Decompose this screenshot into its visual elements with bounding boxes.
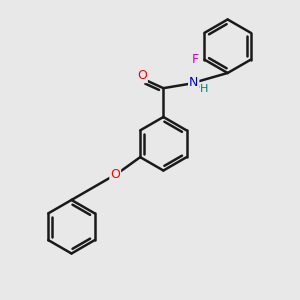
- Text: O: O: [110, 168, 120, 181]
- Text: H: H: [200, 84, 208, 94]
- Text: F: F: [192, 53, 199, 66]
- Text: O: O: [137, 69, 147, 82]
- Text: N: N: [189, 76, 198, 89]
